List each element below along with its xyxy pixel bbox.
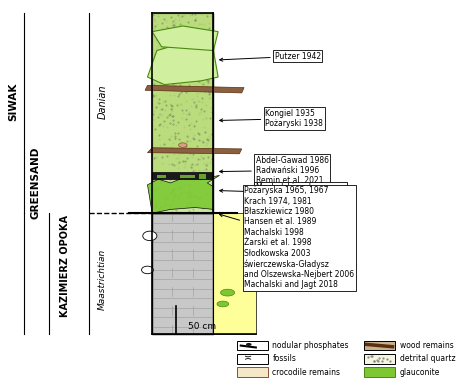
Text: SIWAK: SIWAK (8, 82, 18, 121)
Text: glauconite: glauconite (400, 368, 440, 376)
FancyBboxPatch shape (364, 367, 395, 377)
Text: wood remains: wood remains (400, 341, 453, 350)
FancyBboxPatch shape (364, 341, 395, 350)
Text: KAZIMIERZ OPOKA: KAZIMIERZ OPOKA (60, 215, 70, 317)
FancyBboxPatch shape (364, 354, 395, 363)
Text: detrital quartz: detrital quartz (400, 354, 455, 363)
Text: $\asymp$: $\asymp$ (242, 352, 253, 362)
Text: fossils: fossils (273, 354, 296, 363)
FancyBboxPatch shape (181, 175, 195, 178)
Ellipse shape (179, 143, 187, 147)
Text: Machalski and
Walaszczyk 1987, 1988: Machalski and Walaszczyk 1987, 1988 (219, 183, 346, 203)
FancyBboxPatch shape (152, 213, 213, 334)
Text: Pożaryska 1965, 1967
Krach 1974, 1981
Błaszkiewicz 1980
Hansen et al. 1989
Macha: Pożaryska 1965, 1967 Krach 1974, 1981 Bł… (219, 186, 354, 290)
Text: nodular phosphates: nodular phosphates (273, 341, 349, 350)
Text: Abdel-Gawad 1986
Radwański 1996
Remin et al. 2021: Abdel-Gawad 1986 Radwański 1996 Remin et… (219, 155, 329, 185)
FancyBboxPatch shape (213, 213, 256, 334)
Ellipse shape (220, 289, 235, 296)
Text: Kongiel 1935
Pożaryski 1938: Kongiel 1935 Pożaryski 1938 (219, 109, 323, 128)
Ellipse shape (142, 266, 154, 274)
Ellipse shape (217, 301, 229, 307)
FancyBboxPatch shape (152, 172, 213, 179)
FancyBboxPatch shape (237, 341, 268, 350)
Text: 50 cm: 50 cm (188, 322, 216, 331)
FancyBboxPatch shape (157, 174, 166, 178)
Ellipse shape (246, 343, 252, 346)
Ellipse shape (143, 231, 157, 241)
Polygon shape (147, 148, 242, 154)
FancyBboxPatch shape (152, 13, 213, 213)
Polygon shape (147, 175, 219, 213)
Polygon shape (145, 85, 244, 93)
FancyBboxPatch shape (237, 354, 268, 363)
FancyBboxPatch shape (199, 174, 206, 179)
Text: GREENSAND: GREENSAND (30, 147, 40, 219)
FancyBboxPatch shape (237, 367, 268, 377)
Polygon shape (147, 43, 218, 85)
Polygon shape (152, 26, 218, 51)
Text: Maastrichtian: Maastrichtian (98, 249, 107, 310)
FancyBboxPatch shape (152, 13, 213, 172)
Text: Putzer 1942: Putzer 1942 (219, 52, 321, 61)
Text: crocodile remains: crocodile remains (273, 368, 340, 376)
Text: Danian: Danian (98, 84, 108, 119)
